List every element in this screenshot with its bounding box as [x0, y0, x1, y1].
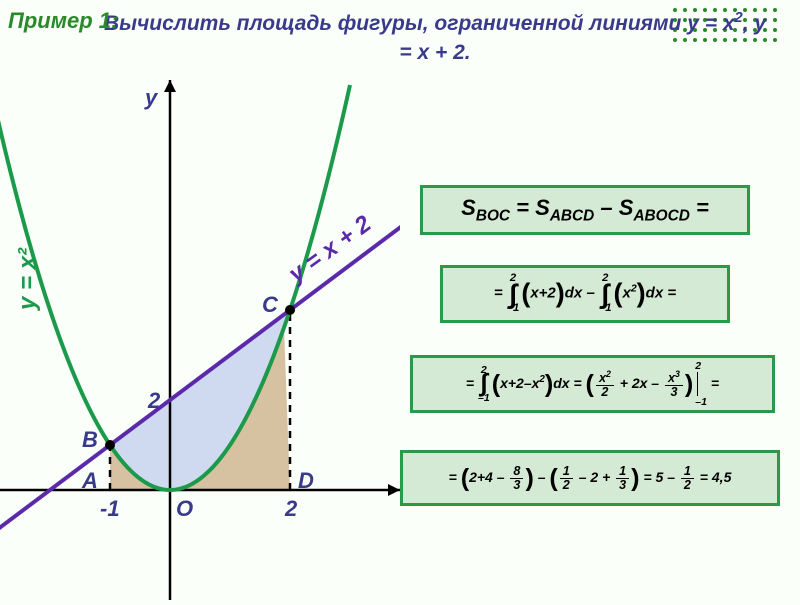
f4-b3n: 1: [616, 465, 629, 479]
example-label: Пример 1:: [8, 8, 118, 34]
f4-a2n: 8: [510, 465, 523, 479]
f1-sub1: BOC: [476, 207, 510, 224]
f3-e: x+2–x: [500, 375, 539, 391]
svg-text:A: A: [81, 468, 98, 493]
f4-a1: 2+4: [469, 469, 493, 485]
title-area: Пример 1: Вычислить площадь фигуры, огра…: [8, 8, 792, 68]
problem-text: Вычислить площадь фигуры, ограниченной л…: [8, 8, 792, 68]
svg-text:D: D: [298, 468, 314, 493]
f3-t3n: x: [668, 371, 675, 385]
f4-b1n: 1: [560, 465, 573, 479]
f3-t2: 2x: [632, 375, 648, 391]
f4-c1: 5: [656, 469, 664, 485]
graph-svg: y O -1 2 2 AB C Dy = x² y = x + 2: [0, 80, 400, 600]
f4-c2d: 2: [681, 479, 694, 492]
f4-res: 4,5: [712, 469, 731, 485]
f2-dx2: dx: [646, 285, 664, 302]
f2-dx1: dx: [565, 285, 583, 302]
formula-step1: = 2∫–1(x+2)dx – 2∫–1(x2)dx =: [440, 265, 730, 323]
f2-e1: x+2: [530, 285, 555, 302]
f4-b3d: 3: [616, 479, 629, 492]
svg-text:y = x + 2: y = x + 2: [283, 210, 377, 289]
f1-s2: S: [535, 195, 550, 220]
f4-c2n: 1: [681, 465, 694, 479]
f1-sub3: ABOCD: [633, 207, 689, 224]
svg-text:O: O: [176, 496, 193, 521]
f4-b2: 2: [590, 469, 598, 485]
f1-sub2: ABCD: [550, 207, 594, 224]
svg-text:C: C: [262, 292, 279, 317]
svg-text:y: y: [144, 85, 159, 110]
problem-sup: 2: [735, 10, 743, 26]
svg-text:y = x²: y = x²: [14, 247, 41, 311]
f4-b1d: 2: [560, 479, 573, 492]
f3-t3d: 3: [667, 386, 680, 399]
f2-lo1: –1: [507, 303, 520, 314]
f2-lo2: –1: [599, 303, 612, 314]
formula-step2: = 2∫–1(x+2–x2)dx = (x22 + 2x – x33)2–1 =: [410, 355, 775, 413]
svg-text:B: B: [82, 427, 98, 452]
f2-e2: x: [622, 285, 630, 302]
f3-t1n: x: [599, 371, 606, 385]
svg-text:-1: -1: [100, 496, 120, 521]
graph-area: y O -1 2 2 AB C Dy = x² y = x + 2: [0, 80, 400, 600]
f3-t1d: 2: [598, 386, 611, 399]
f3-ehi: 2: [695, 361, 707, 372]
f3-lo: –1: [478, 393, 490, 404]
f1-s1: S: [461, 195, 476, 220]
formula-main: SBOC = SABCD – SABOCD =: [420, 185, 750, 235]
problem-pre: Вычислить площадь фигуры, ограниченной л…: [104, 12, 735, 35]
svg-text:2: 2: [284, 496, 298, 521]
formula-result: = (2+4 – 83) – (12 – 2 + 13) = 5 – 12 = …: [400, 450, 780, 506]
svg-text:2: 2: [147, 388, 161, 413]
f3-elo: –1: [695, 397, 707, 408]
f4-a2d: 3: [510, 479, 523, 492]
f1-s3: S: [619, 195, 634, 220]
